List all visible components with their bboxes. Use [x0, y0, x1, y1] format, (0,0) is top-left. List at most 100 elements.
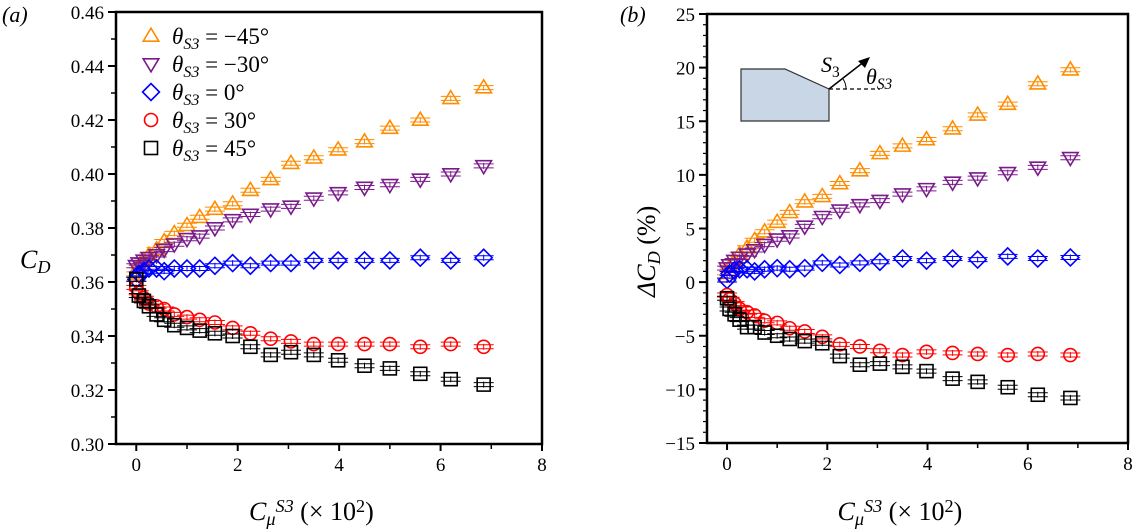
- y-tick-label: 25: [676, 5, 695, 26]
- square-marker: [719, 290, 735, 306]
- square-marker: [330, 352, 346, 368]
- triangle-down-marker: [281, 200, 301, 216]
- square-marker: [814, 335, 830, 351]
- triangle-down-marker: [355, 181, 374, 197]
- square-marker: [895, 359, 910, 375]
- triangle-up-marker: [1028, 74, 1047, 90]
- diamond-marker: [1060, 247, 1080, 268]
- triangle-down-marker: [1061, 151, 1080, 168]
- square-marker: [156, 312, 172, 328]
- text-part: (× 10: [294, 497, 356, 526]
- circle-marker: [263, 331, 278, 347]
- triangle-down-marker: [205, 222, 225, 238]
- triangle-down-marker: [998, 166, 1017, 183]
- diamond-marker: [474, 248, 494, 268]
- triangle-down-marker: [154, 243, 174, 259]
- diamond-marker: [154, 261, 174, 281]
- triangle-up-marker: [411, 110, 430, 126]
- triangle-down-marker: [241, 208, 260, 224]
- circle-marker: [945, 345, 960, 361]
- text-part: S3: [864, 496, 882, 516]
- text-part: = 30°: [199, 108, 256, 133]
- x-tick-label: 0: [722, 454, 732, 475]
- legend-label: θS3 = 45°: [172, 136, 256, 165]
- text-part: μ: [854, 509, 864, 529]
- text-part: θ: [172, 136, 183, 161]
- circle-marker: [192, 312, 207, 328]
- square-marker: [476, 377, 491, 392]
- triangle-up-marker: [917, 130, 936, 146]
- square-marker: [128, 271, 144, 287]
- y-tick-label: 0.40: [71, 165, 104, 186]
- triangle-up-marker: [441, 89, 460, 105]
- square-marker: [443, 371, 459, 387]
- text-part: θ: [866, 64, 877, 89]
- circle-marker: [382, 336, 398, 352]
- diamond-marker: [328, 250, 348, 270]
- y-axis-label: ΔCD (%): [632, 206, 664, 298]
- triangle-up-marker: [1061, 60, 1080, 76]
- square-marker: [1000, 379, 1016, 395]
- text-part: S3: [183, 148, 199, 165]
- square-marker: [207, 325, 223, 341]
- diamond-marker: [129, 264, 149, 284]
- angle-label: θS3: [866, 64, 893, 93]
- diamond-marker: [745, 261, 765, 281]
- diamond-marker: [141, 82, 161, 102]
- circle-marker: [443, 336, 459, 352]
- series-triangle-down: [126, 159, 494, 276]
- panel-a: 0 2 4 6 80.300.320.340.360.380.400.420.440.4…: [2, 2, 547, 529]
- text-part: S3: [183, 64, 199, 81]
- x-tick-label: 0: [132, 455, 142, 476]
- y-tick-label: 10: [676, 166, 695, 187]
- diamond-marker: [240, 256, 260, 276]
- square-marker: [243, 339, 258, 355]
- diamond-marker: [830, 255, 850, 275]
- legend-label: θS3 = −30°: [172, 52, 269, 81]
- triangle-up-marker: [755, 222, 774, 238]
- triangle-down-marker: [177, 232, 197, 249]
- series-diamond: [126, 248, 494, 289]
- triangle-down-marker: [328, 186, 348, 203]
- text-part: S3: [183, 36, 199, 53]
- diamond-marker: [441, 250, 461, 270]
- triangle-up-marker: [850, 161, 870, 177]
- triangle-up-marker: [223, 194, 242, 210]
- triangle-up-marker: [241, 180, 260, 197]
- triangle-down-marker: [767, 233, 787, 249]
- series-square: [126, 271, 494, 392]
- diamond-marker: [354, 250, 375, 270]
- text-part: S3: [183, 92, 199, 109]
- text-part: 2: [945, 496, 954, 516]
- diamond-marker: [850, 253, 870, 273]
- circle-marker: [895, 347, 910, 363]
- square-marker: [945, 371, 960, 386]
- triangle-up-marker: [870, 144, 890, 160]
- legend-label: θS3 = 0°: [172, 80, 245, 109]
- series-circle: [126, 280, 494, 355]
- body-shape: [740, 68, 830, 122]
- triangle-down-marker: [917, 182, 936, 199]
- square-marker: [732, 312, 747, 327]
- x-tick-label: 4: [334, 455, 344, 476]
- square-marker: [412, 366, 428, 382]
- x-tick-label: 2: [823, 454, 833, 475]
- triangle-down-marker: [870, 194, 890, 210]
- y-axis-label: CD: [20, 245, 50, 277]
- circle-marker: [330, 336, 346, 352]
- circle-marker: [306, 336, 322, 352]
- series-triangle-down: [717, 151, 1081, 278]
- y-tick-label: 20: [676, 59, 695, 80]
- triangle-up-marker: [795, 192, 814, 208]
- y-tick-label: 0.42: [71, 111, 104, 132]
- text-part: C: [838, 497, 856, 526]
- square-marker: [149, 307, 164, 322]
- triangle-up-marker: [205, 199, 225, 216]
- circle-marker: [207, 315, 223, 330]
- y-tick-label: 15: [676, 112, 695, 133]
- diamond-marker: [380, 250, 400, 270]
- diamond-marker: [767, 258, 787, 278]
- y-tick-label: 0.30: [71, 435, 104, 456]
- text-part: = 45°: [199, 136, 256, 161]
- y-tick-label: −5: [675, 327, 695, 348]
